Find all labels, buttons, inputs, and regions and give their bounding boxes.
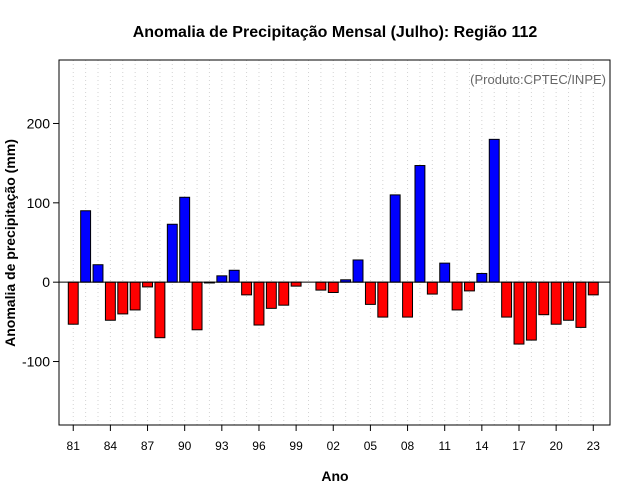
y-tick-label: -100: [22, 354, 50, 370]
bar-81: [67, 281, 79, 325]
bar-87: [142, 281, 153, 288]
bar-05: [364, 281, 376, 305]
bar-19: [538, 281, 550, 316]
bar-15: [488, 138, 500, 283]
bar-20: [550, 281, 562, 325]
bar-09: [414, 165, 426, 283]
chart-title: Anomalia de Precipitação Mensal (Julho):…: [133, 24, 538, 41]
y-tick-label: 0: [42, 274, 50, 290]
x-tick-label: 20: [549, 439, 563, 453]
bar-07: [389, 194, 401, 283]
bar-13: [464, 281, 475, 292]
bar-94: [228, 269, 240, 283]
bar-01: [315, 281, 327, 291]
plot-frame: [58, 59, 611, 426]
x-tick-label: 99: [289, 439, 303, 453]
bar-02: [327, 281, 339, 293]
x-tick-label: 08: [401, 439, 415, 453]
bar-89: [166, 223, 178, 283]
bar-21: [563, 281, 574, 321]
bar-14: [476, 272, 488, 283]
bar-85: [117, 281, 129, 315]
x-tick-label: 93: [215, 439, 229, 453]
bar-22: [575, 281, 587, 328]
y-axis-label: Anomalia de precipitação (mm): [2, 139, 18, 347]
bar-96: [253, 281, 265, 326]
x-axis-label: Ano: [321, 468, 348, 484]
bar-16: [501, 281, 513, 318]
grid-lines: [72, 60, 594, 425]
bar-98: [278, 281, 290, 306]
x-tick-label: 05: [364, 439, 378, 453]
bar-11: [439, 262, 451, 283]
x-tick-label: 11: [438, 439, 451, 453]
bar-83: [92, 264, 104, 283]
bar-08: [402, 281, 414, 318]
bar-06: [377, 281, 389, 318]
source-note: (Produto:CPTEC/INPE): [470, 72, 606, 87]
x-tick-label: 17: [512, 439, 526, 453]
x-tick-label: 81: [67, 439, 81, 453]
bar-86: [129, 281, 141, 311]
y-tick-label: 200: [27, 115, 51, 131]
bar-97: [265, 281, 277, 309]
bar-91: [191, 281, 203, 331]
bar-88: [154, 281, 166, 339]
y-tick-label: 100: [27, 195, 51, 211]
x-tick-label: 90: [178, 439, 192, 453]
bars: [67, 138, 599, 345]
x-tick-label: 23: [587, 439, 601, 453]
bar-18: [525, 281, 537, 341]
x-tick-label: 96: [252, 439, 266, 453]
x-tick-label: 14: [475, 439, 489, 453]
bar-90: [179, 196, 191, 283]
bar-93: [216, 275, 228, 283]
bar-23: [587, 281, 599, 296]
x-tick-label: 84: [104, 439, 118, 453]
bar-17: [513, 281, 525, 345]
bar-82: [80, 210, 92, 283]
x-tick-label: 87: [141, 439, 155, 453]
axes: -100 0 100 200 81 84 87 90 93 96 99 02 05 08 11 14 17 20 2…: [22, 59, 611, 453]
bar-12: [451, 281, 463, 311]
bar-95: [241, 281, 253, 296]
bar-10: [426, 281, 438, 295]
bar-04: [352, 259, 364, 283]
bar-99: [290, 281, 302, 287]
x-tick-label: 02: [327, 439, 341, 453]
bar-84: [104, 281, 116, 321]
